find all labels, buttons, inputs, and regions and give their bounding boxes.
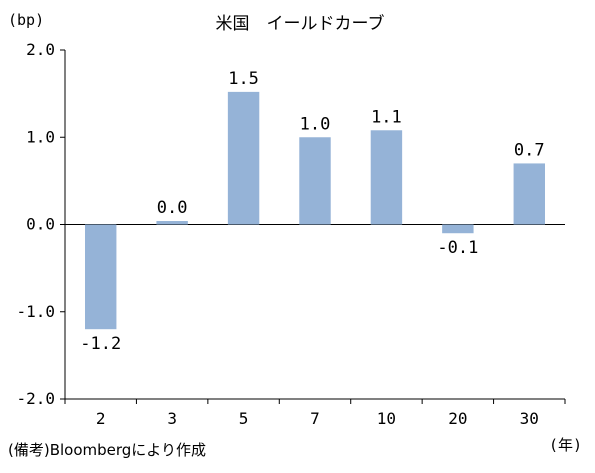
x-tick-label: 2	[96, 409, 106, 428]
bar	[513, 163, 545, 225]
bar	[299, 137, 331, 225]
x-tick-label: 5	[239, 409, 249, 428]
source-note: (備考)Bloombergにより作成	[8, 441, 206, 459]
data-label: 0.0	[157, 198, 188, 218]
y-tick-label: -2.0	[16, 389, 55, 408]
y-tick-label: 2.0	[26, 40, 55, 59]
bar	[370, 130, 403, 225]
data-label: 1.0	[300, 114, 331, 134]
data-label: 1.5	[228, 69, 259, 89]
y-tick-label: 1.0	[26, 127, 55, 146]
x-tick-label: 7	[310, 409, 320, 428]
bar	[442, 224, 474, 234]
bar	[156, 221, 188, 225]
x-tick-label: 3	[167, 409, 177, 428]
data-label: 0.7	[514, 140, 545, 160]
y-tick-label: -1.0	[16, 302, 55, 321]
x-tick-label: 10	[377, 409, 396, 428]
data-label: 1.1	[371, 107, 402, 127]
x-axis-unit: (年)	[549, 436, 582, 454]
bar	[227, 91, 260, 225]
x-tick-label: 20	[448, 409, 467, 428]
chart-title: 米国 イールドカーブ	[216, 13, 385, 34]
axes: -2.0 -1.0 0.0 1.0 2.0	[16, 40, 566, 408]
bars	[85, 91, 545, 330]
y-tick-label: 0.0	[26, 215, 55, 234]
data-labels: 2 -1.2 3 0.0 5 1.5 7 1.0 10 1.1 20 -0.1 30 0.7	[80, 69, 544, 428]
y-axis-unit: (bp)	[8, 11, 44, 29]
x-tick-label: 30	[520, 409, 539, 428]
data-label: -0.1	[437, 238, 478, 258]
data-label: -1.2	[80, 334, 121, 354]
bar	[85, 224, 117, 330]
